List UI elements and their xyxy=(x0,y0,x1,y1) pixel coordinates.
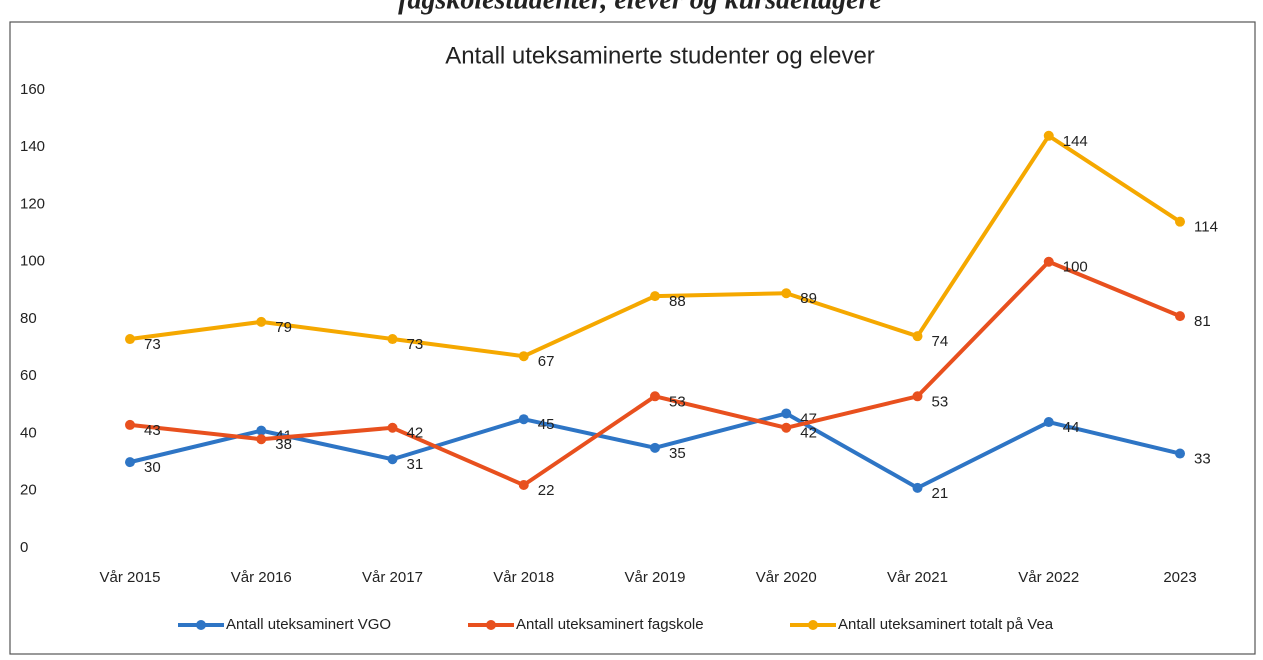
y-tick-label: 40 xyxy=(20,424,37,441)
data-label: 73 xyxy=(407,336,424,353)
data-point xyxy=(650,442,660,453)
data-label: 33 xyxy=(1194,451,1211,468)
data-point xyxy=(781,288,792,299)
data-point xyxy=(1043,130,1054,141)
data-label: 144 xyxy=(1063,133,1088,150)
x-tick-label: 2023 xyxy=(1163,569,1196,586)
data-point xyxy=(387,334,398,345)
legend-label: Antall uteksaminert fagskole xyxy=(516,616,704,633)
y-tick-label: 140 xyxy=(20,138,45,155)
y-tick-label: 0 xyxy=(20,539,28,556)
data-label: 38 xyxy=(275,436,292,453)
legend-marker xyxy=(196,620,206,630)
legend-marker xyxy=(486,620,496,630)
y-tick-label: 60 xyxy=(20,367,37,384)
data-label: 31 xyxy=(407,456,424,473)
data-point xyxy=(518,351,529,362)
y-tick-label: 160 xyxy=(20,81,45,98)
data-point xyxy=(125,334,135,345)
data-label: 30 xyxy=(144,459,161,476)
data-label: 89 xyxy=(800,290,817,307)
data-point xyxy=(781,422,792,433)
data-label: 79 xyxy=(275,319,292,336)
data-point xyxy=(125,457,135,468)
x-tick-label: Vår 2018 xyxy=(493,569,554,586)
data-label: 114 xyxy=(1194,219,1218,236)
data-point xyxy=(912,482,923,493)
data-point xyxy=(387,454,398,465)
data-label: 42 xyxy=(407,425,424,442)
page-heading: fagskolestudenter, elever og kursdeltage… xyxy=(398,0,882,15)
data-label: 42 xyxy=(800,425,817,442)
x-tick-label: Vår 2016 xyxy=(231,569,292,586)
data-point xyxy=(256,434,267,445)
data-label: 45 xyxy=(538,416,555,433)
data-label: 100 xyxy=(1063,259,1088,276)
data-point xyxy=(387,422,398,433)
legend-label: Antall uteksaminert totalt på Vea xyxy=(838,616,1054,633)
data-point xyxy=(1043,417,1054,428)
chart-title: Antall uteksaminerte studenter og elever xyxy=(445,42,875,69)
data-point xyxy=(125,419,135,430)
data-label: 73 xyxy=(144,336,161,353)
legend-label: Antall uteksaminert VGO xyxy=(226,616,391,633)
data-point xyxy=(1175,216,1185,227)
data-point xyxy=(1175,311,1185,322)
data-label: 44 xyxy=(1063,419,1080,436)
data-label: 53 xyxy=(932,393,949,410)
data-point xyxy=(518,480,529,491)
x-tick-label: Vår 2015 xyxy=(100,569,161,586)
y-tick-label: 100 xyxy=(20,253,45,270)
data-label: 35 xyxy=(669,445,686,462)
data-point xyxy=(650,391,660,402)
data-point xyxy=(518,414,529,425)
data-label: 88 xyxy=(669,293,686,310)
y-tick-label: 120 xyxy=(20,195,45,212)
data-label: 67 xyxy=(538,353,555,370)
data-label: 81 xyxy=(1194,313,1211,330)
x-tick-label: Vår 2021 xyxy=(887,569,948,586)
data-label: 21 xyxy=(932,485,949,502)
legend-marker xyxy=(808,620,818,630)
data-point xyxy=(650,291,660,302)
chart-frame xyxy=(9,21,1256,655)
x-tick-label: Vår 2017 xyxy=(362,569,423,586)
data-label: 22 xyxy=(538,482,555,499)
x-tick-label: Vår 2022 xyxy=(1018,569,1079,586)
data-point xyxy=(912,331,923,342)
y-tick-label: 20 xyxy=(20,482,37,499)
data-label: 74 xyxy=(932,333,949,350)
data-label: 43 xyxy=(144,422,161,439)
x-tick-label: Vår 2020 xyxy=(756,569,817,586)
data-label: 53 xyxy=(669,393,686,410)
data-point xyxy=(1175,448,1185,459)
x-tick-label: Vår 2019 xyxy=(625,569,686,586)
data-point xyxy=(912,391,923,402)
data-point xyxy=(1043,256,1054,267)
data-point xyxy=(256,425,267,436)
data-point xyxy=(256,316,267,327)
data-point xyxy=(781,408,792,419)
y-tick-label: 80 xyxy=(20,310,37,327)
